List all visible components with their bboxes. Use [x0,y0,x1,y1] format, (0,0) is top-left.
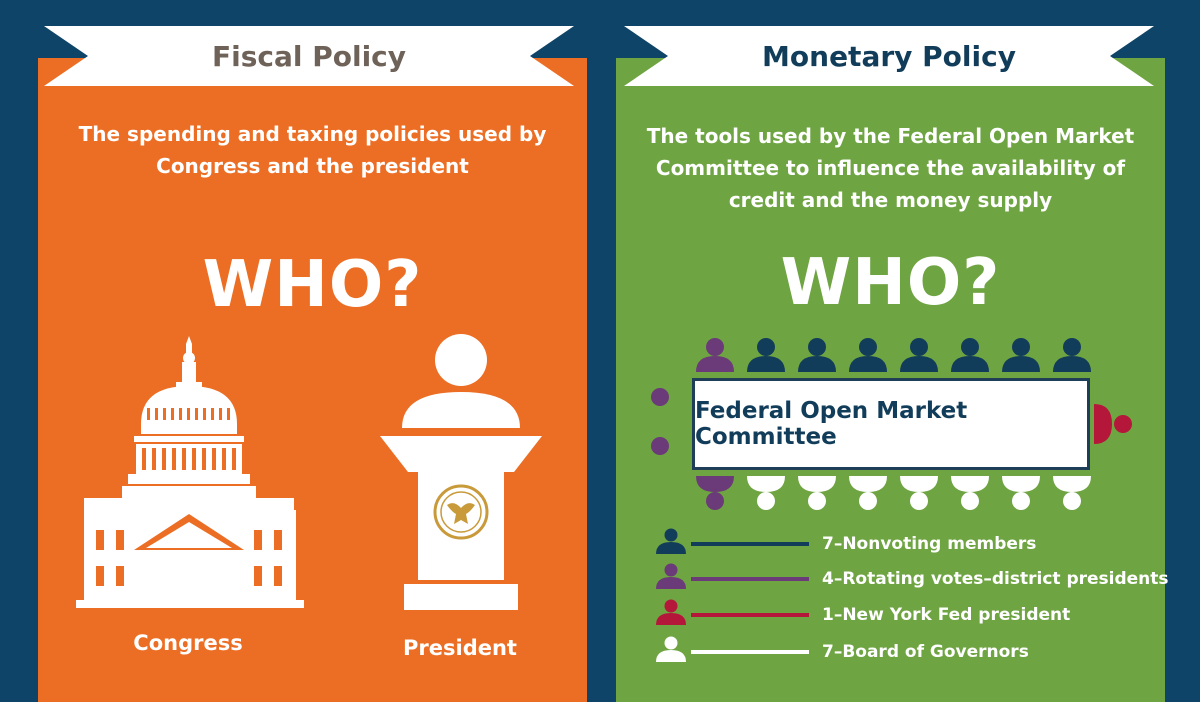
fomc-seat-bottom [1053,476,1091,510]
fiscal-policy-banner: Fiscal Policy [44,26,574,86]
legend-label-rotating: 4–Rotating votes–district presidents [822,569,1169,589]
legend-person-icon [656,599,686,625]
fomc-seating-diagram [651,338,1132,510]
capitol-building-icon [76,336,304,608]
legend-person-icon [656,636,686,662]
legend-person-icon [656,563,686,589]
fomc-seat-top [1053,338,1091,372]
fomc-seat-top [849,338,887,372]
legend-label-new-york: 1–New York Fed president [822,605,1071,625]
fomc-seat-left [651,437,669,455]
fomc-seat-top [951,338,989,372]
fomc-seat-top [747,338,785,372]
legend-label-nonvoting: 7–Nonvoting members [822,534,1037,554]
legend-line [691,542,809,546]
fomc-table: Federal Open Market Committee [692,378,1090,470]
fiscal-description-line: Congress and the president [156,154,469,178]
fomc-seat-bottom [747,476,785,510]
monetary-description-line: Committee to influence the availability … [655,156,1126,180]
fomc-seat-bottom [951,476,989,510]
legend-label-board: 7–Board of Governors [822,642,1029,662]
legend-person-icon [656,528,686,554]
presidential-seal-icon [433,484,489,540]
fomc-seat-top [696,338,734,372]
monetary-description-line: The tools used by the Federal Open Marke… [646,124,1135,148]
legend-line [691,650,809,654]
president-podium-icon [380,334,542,610]
fomc-seat-top [798,338,836,372]
fiscal-description: The spending and taxing policies used by… [38,118,587,182]
fomc-seat-bottom [900,476,938,510]
monetary-who-heading: WHO? [780,246,1001,320]
congress-label: Congress [133,631,243,655]
legend-line [691,577,809,581]
fomc-seat-bottom [798,476,836,510]
fomc-seat-top [1002,338,1040,372]
fomc-seat-bottom [849,476,887,510]
fiscal-who-heading: WHO? [202,248,423,322]
monetary-description-line: credit and the money supply [728,188,1053,212]
fiscal-policy-title: Fiscal Policy [211,39,407,73]
monetary-description: The tools used by the Federal Open Marke… [616,120,1165,216]
legend-line [691,613,809,617]
fomc-seat-right [1094,404,1132,444]
fomc-seat-bottom [696,476,734,510]
fomc-seat-top [900,338,938,372]
monetary-policy-banner: Monetary Policy [624,26,1154,86]
president-label: President [403,636,517,660]
fiscal-description-line: The spending and taxing policies used by [78,122,547,146]
fomc-seat-bottom [1002,476,1040,510]
fomc-seat-left [651,388,669,406]
monetary-policy-title: Monetary Policy [762,39,1016,73]
fomc-legend-graphics [656,528,809,662]
fomc-table-label: Federal Open Market Committee [695,398,968,450]
